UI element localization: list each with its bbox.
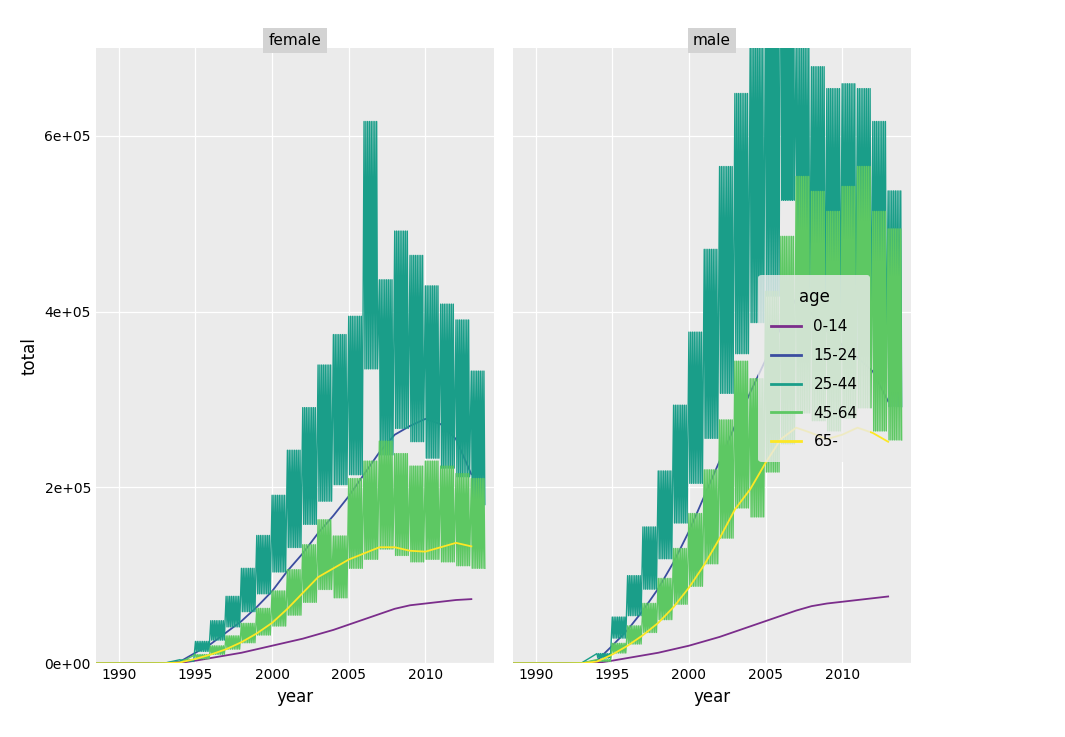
Title: male: male xyxy=(693,33,731,48)
Y-axis label: total: total xyxy=(21,337,39,374)
X-axis label: year: year xyxy=(277,688,314,706)
Title: female: female xyxy=(268,33,322,48)
X-axis label: year: year xyxy=(693,688,731,706)
Legend: 0-14, 15-24, 25-44, 45-64, 65-: 0-14, 15-24, 25-44, 45-64, 65- xyxy=(758,276,870,461)
